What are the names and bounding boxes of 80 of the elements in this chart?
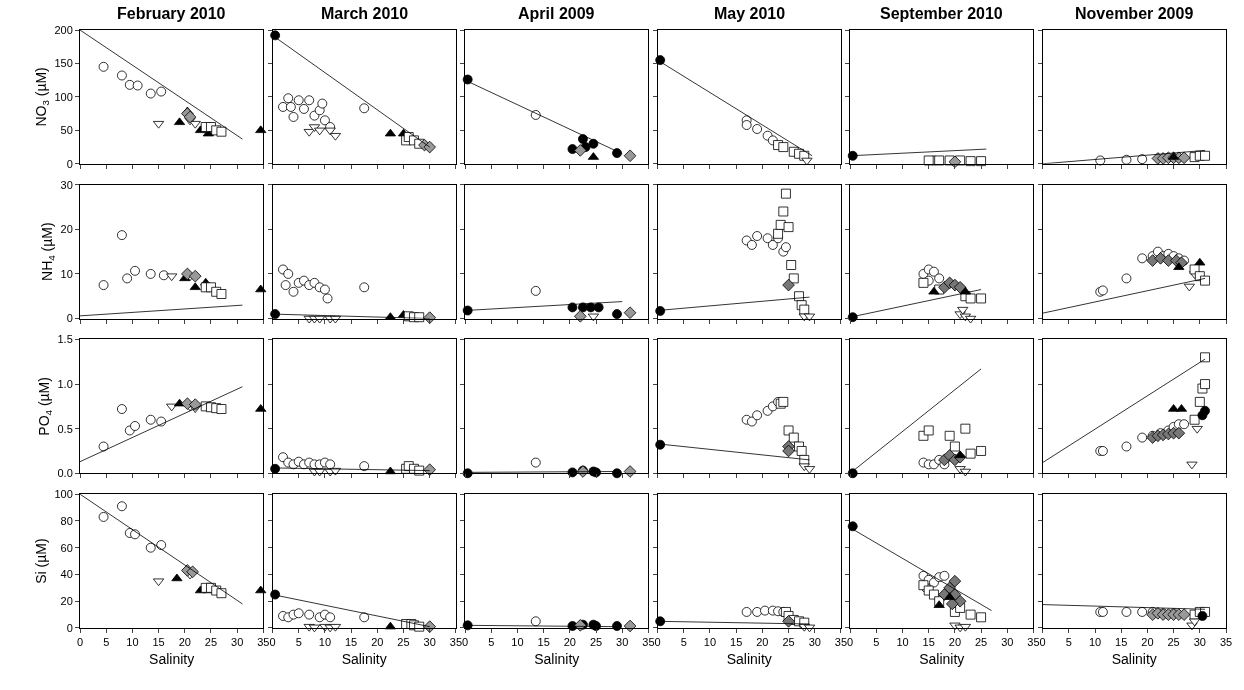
- x-tick-label: 15: [344, 636, 358, 649]
- x-tick-label: 25: [1167, 636, 1180, 649]
- x-tick-label: 25: [589, 636, 603, 649]
- x-tick-label: 25: [397, 636, 410, 649]
- y-tick-label: 150: [54, 57, 73, 70]
- x-tick-label: 0: [461, 636, 469, 649]
- y-tick-label: 100: [54, 488, 73, 501]
- y-tick-label: 20: [60, 595, 73, 608]
- x-tick-label: 30: [1193, 636, 1206, 649]
- chart-title: November 2009: [1075, 5, 1194, 22]
- chart-title: September 2010: [880, 5, 1003, 22]
- y-tick-label: 50: [60, 124, 73, 137]
- x-tick-label: 10: [318, 636, 332, 649]
- x-tick-label: 10: [896, 636, 909, 649]
- x-tick-label: 25: [974, 636, 988, 649]
- x-axis-title: Salinity: [534, 650, 580, 667]
- y-tick-label: 200: [54, 23, 73, 36]
- x-tick-label: 0: [654, 636, 661, 649]
- x-tick-label: 35: [1219, 636, 1233, 649]
- x-tick-label: 15: [922, 636, 935, 649]
- y-tick-label: 1.0: [57, 377, 73, 390]
- chart-title: April 2009: [518, 5, 595, 22]
- y-tick-label: 1.5: [57, 333, 73, 346]
- y-axis-title: Si (µM): [33, 538, 50, 584]
- x-axis-title: Salinity: [149, 650, 195, 667]
- x-tick-label: 35: [449, 636, 463, 649]
- x-tick-label: 15: [1115, 636, 1128, 649]
- x-tick-label: 10: [1088, 636, 1102, 649]
- y-tick-label: 40: [60, 568, 73, 581]
- x-tick-label: 25: [204, 636, 218, 649]
- x-tick-label: 35: [257, 636, 270, 649]
- x-tick-label: 5: [295, 636, 302, 649]
- y-tick-label: 100: [54, 90, 73, 103]
- x-axis-title: Salinity: [919, 650, 965, 667]
- x-axis-title: Salinity: [726, 650, 772, 667]
- x-tick-label: 20: [178, 636, 191, 649]
- y-tick-label: 0.0: [57, 467, 73, 480]
- x-tick-label: 35: [834, 636, 848, 649]
- x-tick-label: 20: [948, 636, 962, 649]
- y-tick-label: 80: [60, 514, 73, 527]
- y-tick-label: 60: [60, 541, 73, 554]
- y-tick-label: 20: [60, 223, 73, 236]
- y-tick-label: 0: [66, 157, 73, 170]
- x-tick-label: 20: [371, 636, 384, 649]
- x-tick-label: 30: [1001, 636, 1014, 649]
- x-tick-label: 0: [847, 636, 854, 649]
- y-tick-label: 0: [66, 621, 73, 634]
- x-tick-label: 5: [488, 636, 495, 649]
- x-tick-label: 30: [616, 636, 629, 649]
- x-axis-title: Salinity: [341, 650, 387, 667]
- x-tick-label: 10: [703, 636, 717, 649]
- x-tick-label: 15: [537, 636, 550, 649]
- x-tick-label: 35: [1027, 636, 1040, 649]
- x-tick-label: 15: [152, 636, 165, 649]
- y-tick-label: 10: [60, 267, 73, 280]
- x-tick-label: 10: [511, 636, 524, 649]
- x-tick-label: 5: [680, 636, 687, 649]
- chart-title: February 2010: [117, 5, 226, 22]
- y-tick-label: 0.5: [57, 422, 73, 435]
- x-tick-label: 10: [126, 636, 139, 649]
- chart-title: May 2010: [714, 5, 786, 22]
- x-tick-label: 30: [231, 636, 244, 649]
- x-tick-label: 0: [269, 636, 276, 649]
- x-tick-label: 25: [782, 636, 795, 649]
- x-tick-label: 5: [1065, 636, 1072, 649]
- y-tick-label: 0: [66, 312, 73, 325]
- x-tick-label: 5: [103, 636, 110, 649]
- x-axis-title: Salinity: [1111, 650, 1157, 667]
- x-tick-label: 20: [1141, 636, 1154, 649]
- x-tick-label: 20: [563, 636, 576, 649]
- x-tick-label: 35: [642, 636, 655, 649]
- y-tick-label: 30: [60, 178, 73, 191]
- chart-title: March 2010: [321, 5, 409, 22]
- x-tick-label: 0: [76, 636, 84, 649]
- x-tick-label: 15: [730, 636, 743, 649]
- x-tick-label: 30: [808, 636, 821, 649]
- x-tick-label: 5: [873, 636, 880, 649]
- x-tick-label: 0: [1039, 636, 1046, 649]
- x-tick-label: 30: [423, 636, 436, 649]
- x-tick-label: 20: [756, 636, 769, 649]
